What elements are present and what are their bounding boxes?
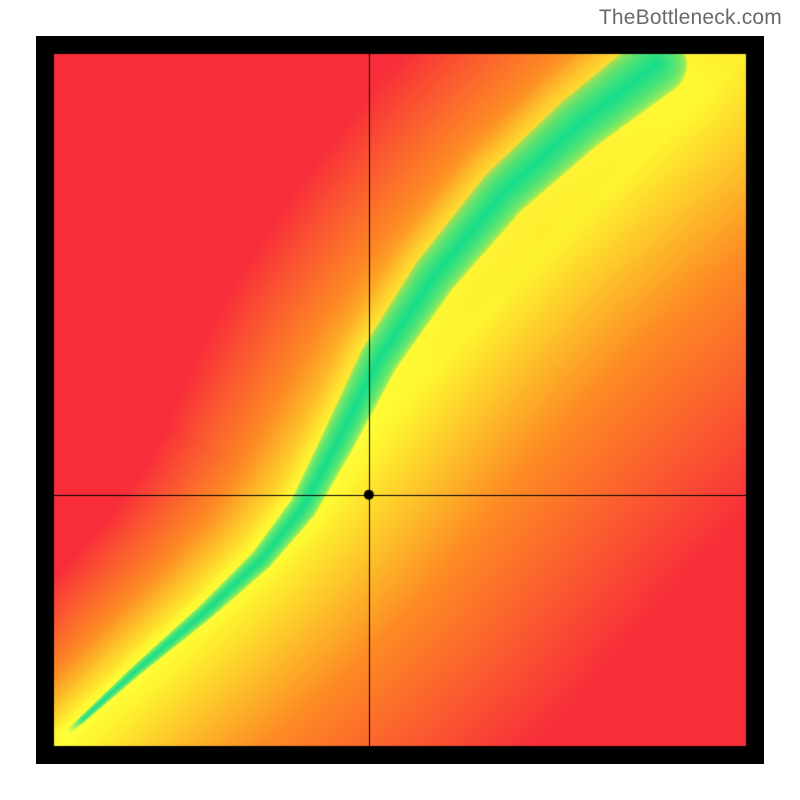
- watermark-text: TheBottleneck.com: [599, 6, 782, 30]
- heatmap-canvas: [36, 36, 764, 764]
- plot-frame: [36, 36, 764, 764]
